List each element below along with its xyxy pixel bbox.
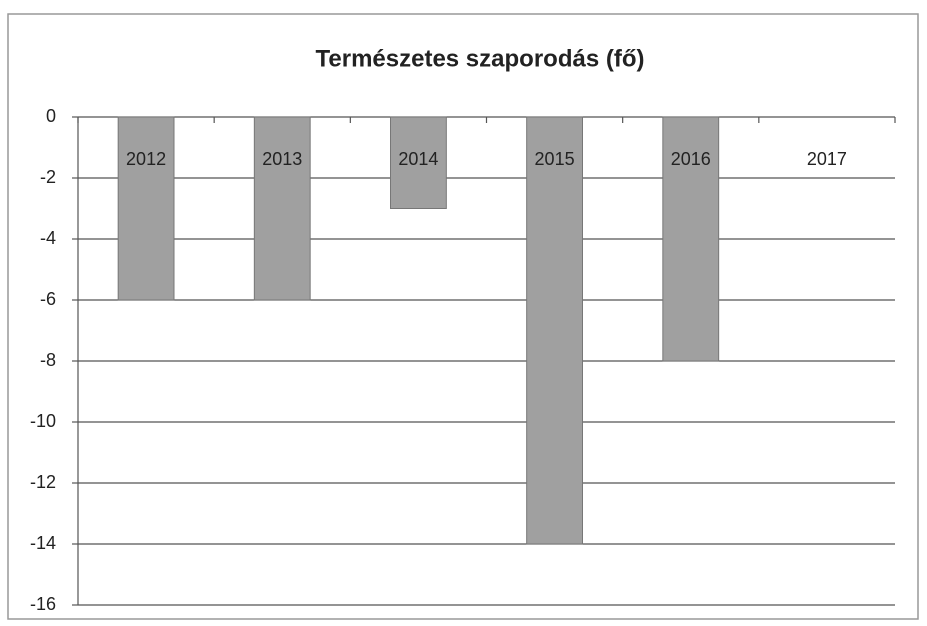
bar: [390, 116, 447, 209]
y-tick-label: -4: [40, 228, 56, 248]
y-tick-label: -6: [40, 289, 56, 309]
bar: [526, 116, 583, 545]
bar: [117, 116, 175, 301]
x-tick-label: 2014: [398, 149, 438, 169]
chart-frame: [7, 13, 919, 620]
y-tick-label: -10: [30, 411, 56, 431]
bar: [662, 116, 720, 362]
x-tick-label: 2017: [807, 149, 847, 169]
y-tick-label: -8: [40, 350, 56, 370]
y-tick-label: -12: [30, 472, 56, 492]
y-tick-label: 0: [46, 106, 56, 126]
y-tick-label: -14: [30, 533, 56, 553]
bar: [253, 116, 311, 301]
y-tick-label: -2: [40, 167, 56, 187]
chart-title: Természetes szaporodás (fő): [316, 45, 645, 72]
x-tick-label: 2016: [671, 149, 711, 169]
x-tick-label: 2015: [535, 149, 575, 169]
y-tick-label: -16: [30, 594, 56, 614]
x-tick-label: 2012: [126, 149, 166, 169]
x-tick-label: 2013: [262, 149, 302, 169]
